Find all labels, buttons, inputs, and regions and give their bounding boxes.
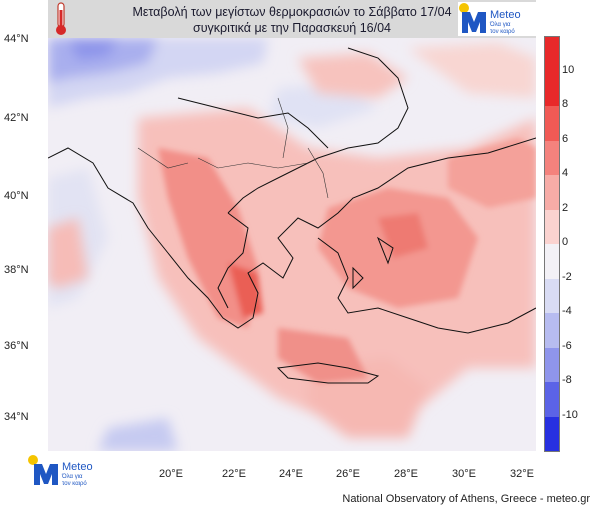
temperature-change-map — [48, 38, 536, 451]
meteo-logo-icon: Meteo Όλα για τον καιρό — [459, 3, 521, 35]
colorbar-segment — [545, 244, 559, 279]
map-canvas — [48, 38, 536, 451]
lon-tick: 32°E — [510, 468, 534, 480]
colorbar-segment — [545, 382, 559, 417]
credit-text: National Observatory of Athens, Greece -… — [342, 493, 590, 505]
title-line-1: Μεταβολή των μεγίστων θερμοκρασιών το Σά… — [132, 5, 452, 19]
colorbar-segment — [545, 416, 559, 451]
colorbar-label: 4 — [562, 167, 569, 179]
lat-tick: 42°N — [4, 112, 29, 124]
colorbar-segment — [545, 106, 559, 141]
title-line-2: συγκριτικά με την Παρασκευή 16/04 — [193, 21, 391, 35]
lon-tick: 28°E — [394, 468, 418, 480]
colorbar-segment — [545, 37, 559, 72]
colorbar-label: 8 — [562, 98, 569, 110]
lon-tick: 24°E — [279, 468, 303, 480]
lon-tick: 20°E — [159, 468, 183, 480]
coastlines — [48, 47, 536, 384]
lon-tick: 30°E — [452, 468, 476, 480]
colorbar-segment — [545, 313, 559, 348]
lat-tick: 38°N — [4, 264, 29, 276]
logo-tagline-1: Όλα για — [61, 474, 83, 480]
logo-tagline-2: τον καιρό — [62, 480, 87, 487]
meteo-logo-icon: Meteo Όλα για τον καιρό — [28, 455, 93, 487]
lat-tick: 44°N — [4, 33, 29, 45]
colorbar-segment — [545, 278, 559, 313]
colorbar-label: 0 — [562, 236, 569, 248]
lon-tick: 22°E — [222, 468, 246, 480]
colorbar-label: -2 — [562, 270, 572, 283]
colorbar-label: 6 — [562, 132, 569, 145]
meteo-logo-top: Meteo Όλα για τον καιρό — [458, 2, 536, 36]
logo-tagline-2: τον καιρό — [490, 28, 515, 35]
lat-tick: 36°N — [4, 340, 29, 352]
colorbar-segment — [545, 209, 559, 244]
lat-tick: 40°N — [4, 190, 29, 202]
colorbar — [544, 36, 560, 452]
colorbar-label: -8 — [562, 374, 572, 386]
colorbar-segment — [545, 175, 559, 210]
logo-name: Meteo — [62, 461, 93, 473]
lat-tick: 34°N — [4, 411, 29, 423]
colorbar-label: -6 — [562, 339, 572, 352]
colorbar-segment — [545, 140, 559, 175]
thermometer-icon — [56, 2, 66, 35]
colorbar-label: 10 — [562, 63, 575, 76]
logo-tagline-1: Όλα για — [489, 22, 511, 28]
colorbar-label: 2 — [562, 201, 569, 214]
colorbar-label: -10 — [562, 408, 578, 421]
logo-name: Meteo — [490, 9, 521, 21]
colorbar-segment — [545, 71, 559, 106]
borders — [137, 97, 329, 199]
colorbar-segment — [545, 347, 559, 382]
lon-tick: 26°E — [336, 468, 360, 480]
meteo-logo-bottom: Meteo Όλα για τον καιρό — [28, 454, 108, 488]
colorbar-label: -4 — [562, 305, 572, 317]
map-header: Μεταβολή των μεγίστων θερμοκρασιών το Σά… — [48, 0, 536, 38]
